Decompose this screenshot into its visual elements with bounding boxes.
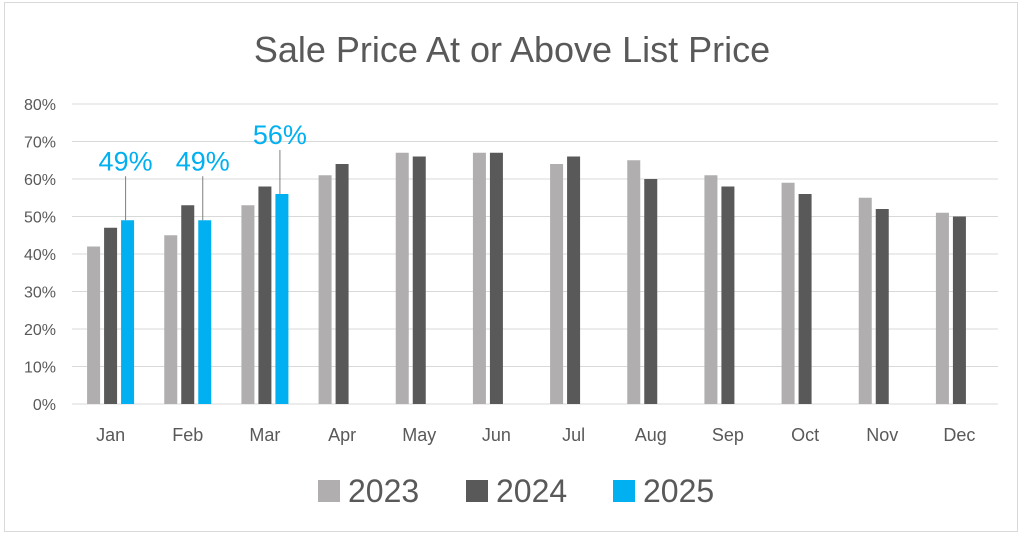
bar-2025-jan [121, 220, 135, 404]
data-label-feb: 49% [176, 146, 230, 176]
data-label-mar: 56% [253, 120, 307, 150]
bar-2023-may [395, 152, 409, 404]
bar-2025-mar [275, 194, 289, 404]
bar-2023-apr [318, 175, 332, 404]
bar-2023-jun [472, 152, 486, 404]
legend-label-2023: 2023 [348, 473, 419, 509]
bar-2024-mar [258, 186, 272, 404]
data-labels: 49% 49% 56% [99, 120, 307, 221]
bar-2023-nov [858, 197, 872, 404]
x-tick-label: Aug [635, 425, 667, 445]
bar-2025-feb [198, 220, 212, 404]
y-tick-label: 80% [24, 97, 56, 114]
x-tick-label: Jun [482, 425, 511, 445]
bar-2024-feb [181, 205, 195, 404]
x-tick-label: May [402, 425, 436, 445]
bar-2023-mar [241, 205, 255, 404]
bar-2024-sep [721, 186, 735, 404]
x-tick-label: Nov [866, 425, 898, 445]
y-tick-label: 60% [24, 172, 56, 189]
gridlines [72, 103, 998, 405]
bar-2023-sep [704, 175, 718, 404]
y-tick-label: 40% [24, 247, 56, 264]
bar-2024-jun [489, 152, 503, 404]
x-tick-label: Oct [791, 425, 819, 445]
bar-2024-apr [335, 164, 349, 404]
y-tick-label: 0% [33, 397, 56, 414]
bar-2024-jan [104, 227, 118, 404]
bar-2024-dec [952, 216, 966, 404]
y-tick-label: 10% [24, 360, 56, 377]
legend: 2023 2024 2025 [318, 473, 714, 509]
x-axis: Jan Feb Mar Apr May Jun Jul Aug Sep Oct Nov Dec [96, 425, 975, 445]
bar-2024-may [412, 156, 426, 404]
bar-2024-nov [875, 209, 889, 404]
data-label-jan: 49% [99, 146, 153, 176]
legend-swatch-2025 [613, 480, 635, 502]
bar-2023-feb [164, 235, 178, 404]
chart-title: Sale Price At or Above List Price [254, 29, 770, 70]
x-tick-label: Dec [943, 425, 975, 445]
y-tick-label: 20% [24, 322, 56, 339]
bar-2023-aug [627, 160, 641, 404]
bar-2023-jul [550, 164, 564, 404]
x-tick-label: Apr [328, 425, 356, 445]
x-tick-label: Sep [712, 425, 744, 445]
y-tick-label: 50% [24, 210, 56, 227]
y-axis: 0% 10% 20% 30% 40% 50% 60% 70% 80% [24, 97, 56, 414]
bar-2023-oct [781, 182, 795, 404]
bar-2024-aug [644, 179, 658, 404]
x-tick-label: Jul [562, 425, 585, 445]
y-tick-label: 30% [24, 285, 56, 302]
legend-label-2024: 2024 [496, 473, 567, 509]
bar-2023-jan [87, 246, 101, 404]
bars [87, 152, 966, 404]
x-tick-label: Jan [96, 425, 125, 445]
x-tick-label: Feb [172, 425, 203, 445]
x-tick-label: Mar [249, 425, 280, 445]
bar-2024-oct [798, 194, 812, 404]
legend-swatch-2024 [466, 480, 488, 502]
bar-2023-dec [935, 212, 949, 404]
legend-swatch-2023 [318, 480, 340, 502]
legend-label-2025: 2025 [643, 473, 714, 509]
y-tick-label: 70% [24, 135, 56, 152]
bar-2024-jul [567, 156, 581, 404]
